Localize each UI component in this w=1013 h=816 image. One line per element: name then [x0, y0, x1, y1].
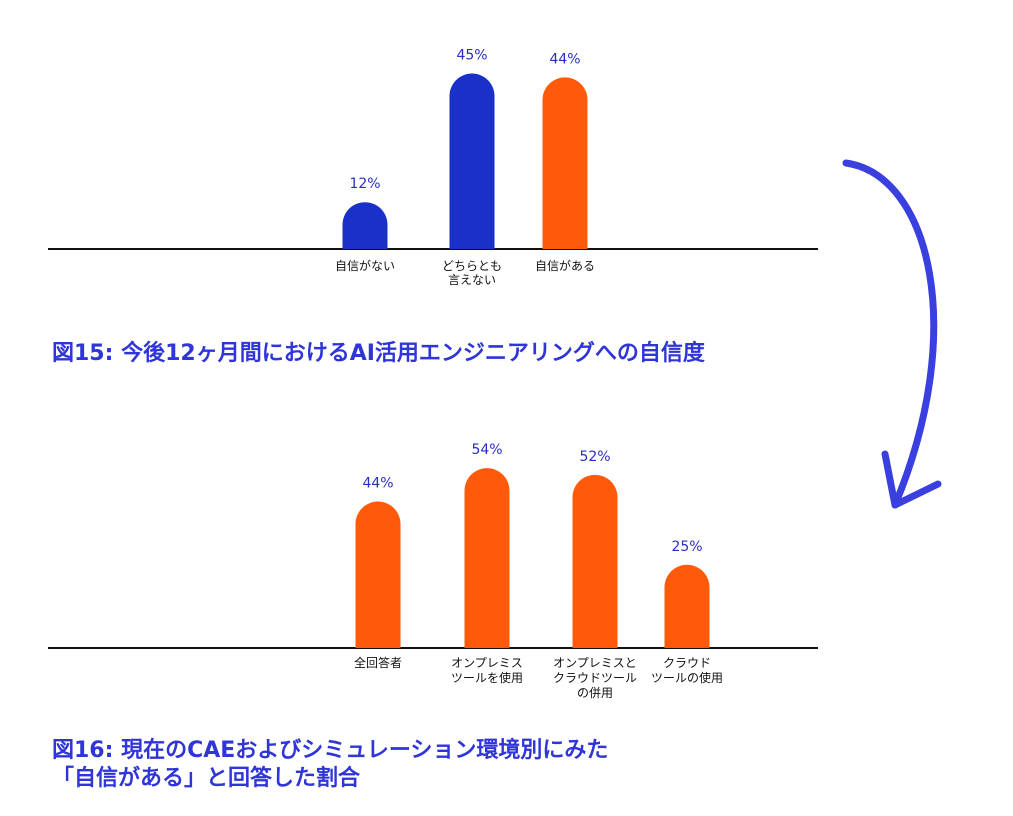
curved-arrow-icon [842, 159, 942, 509]
data-label: 54% [471, 442, 502, 458]
category-label: 自信がない [335, 258, 395, 273]
chart-confidence-ai-engineering: 12% 自信がない 45% どちらとも言えない 44% 自信がある [48, 48, 818, 287]
bar [664, 564, 710, 648]
figure-15-caption-text: 図15: 今後12ヶ月間におけるAI活用エンジニアリングへの自信度 [52, 341, 705, 366]
figure-16-caption: 図16: 現在のCAEおよびシミュレーション環境別にみた 「自信がある」と回答し… [52, 737, 608, 793]
figure-15-caption: 図15: 今後12ヶ月間におけるAI活用エンジニアリングへの自信度 [52, 340, 705, 368]
category-label: 全回答者 [354, 655, 402, 670]
figure-16-caption-line-1: 図16: 現在のCAEおよびシミュレーション環境別にみた [52, 738, 609, 763]
data-label: 45% [456, 48, 487, 64]
data-label: 52% [579, 449, 610, 465]
data-label: 44% [362, 475, 393, 491]
category-label: オンプレミスツールを使用 [451, 656, 523, 685]
bar [355, 501, 401, 648]
data-label: 12% [349, 176, 380, 192]
category-label: クラウドツールの使用 [651, 656, 723, 685]
bar [464, 468, 510, 648]
category-label: 自信がある [535, 258, 595, 273]
bar [449, 73, 495, 250]
bar [542, 77, 588, 250]
bar [572, 474, 618, 648]
data-label: 25% [671, 539, 702, 555]
category-label: オンプレミスとクラウドツールの併用 [553, 656, 637, 700]
chart-confidence-by-environment: 44% 全回答者 54% オンプレミスツールを使用 52% オンプレミスとクラウドツールの… [48, 442, 818, 700]
category-label: どちらとも言えない [442, 259, 502, 287]
data-label: 44% [549, 51, 580, 67]
bar [342, 202, 388, 249]
figure-16-caption-line-2: 「自信がある」と回答した割合 [52, 766, 361, 791]
